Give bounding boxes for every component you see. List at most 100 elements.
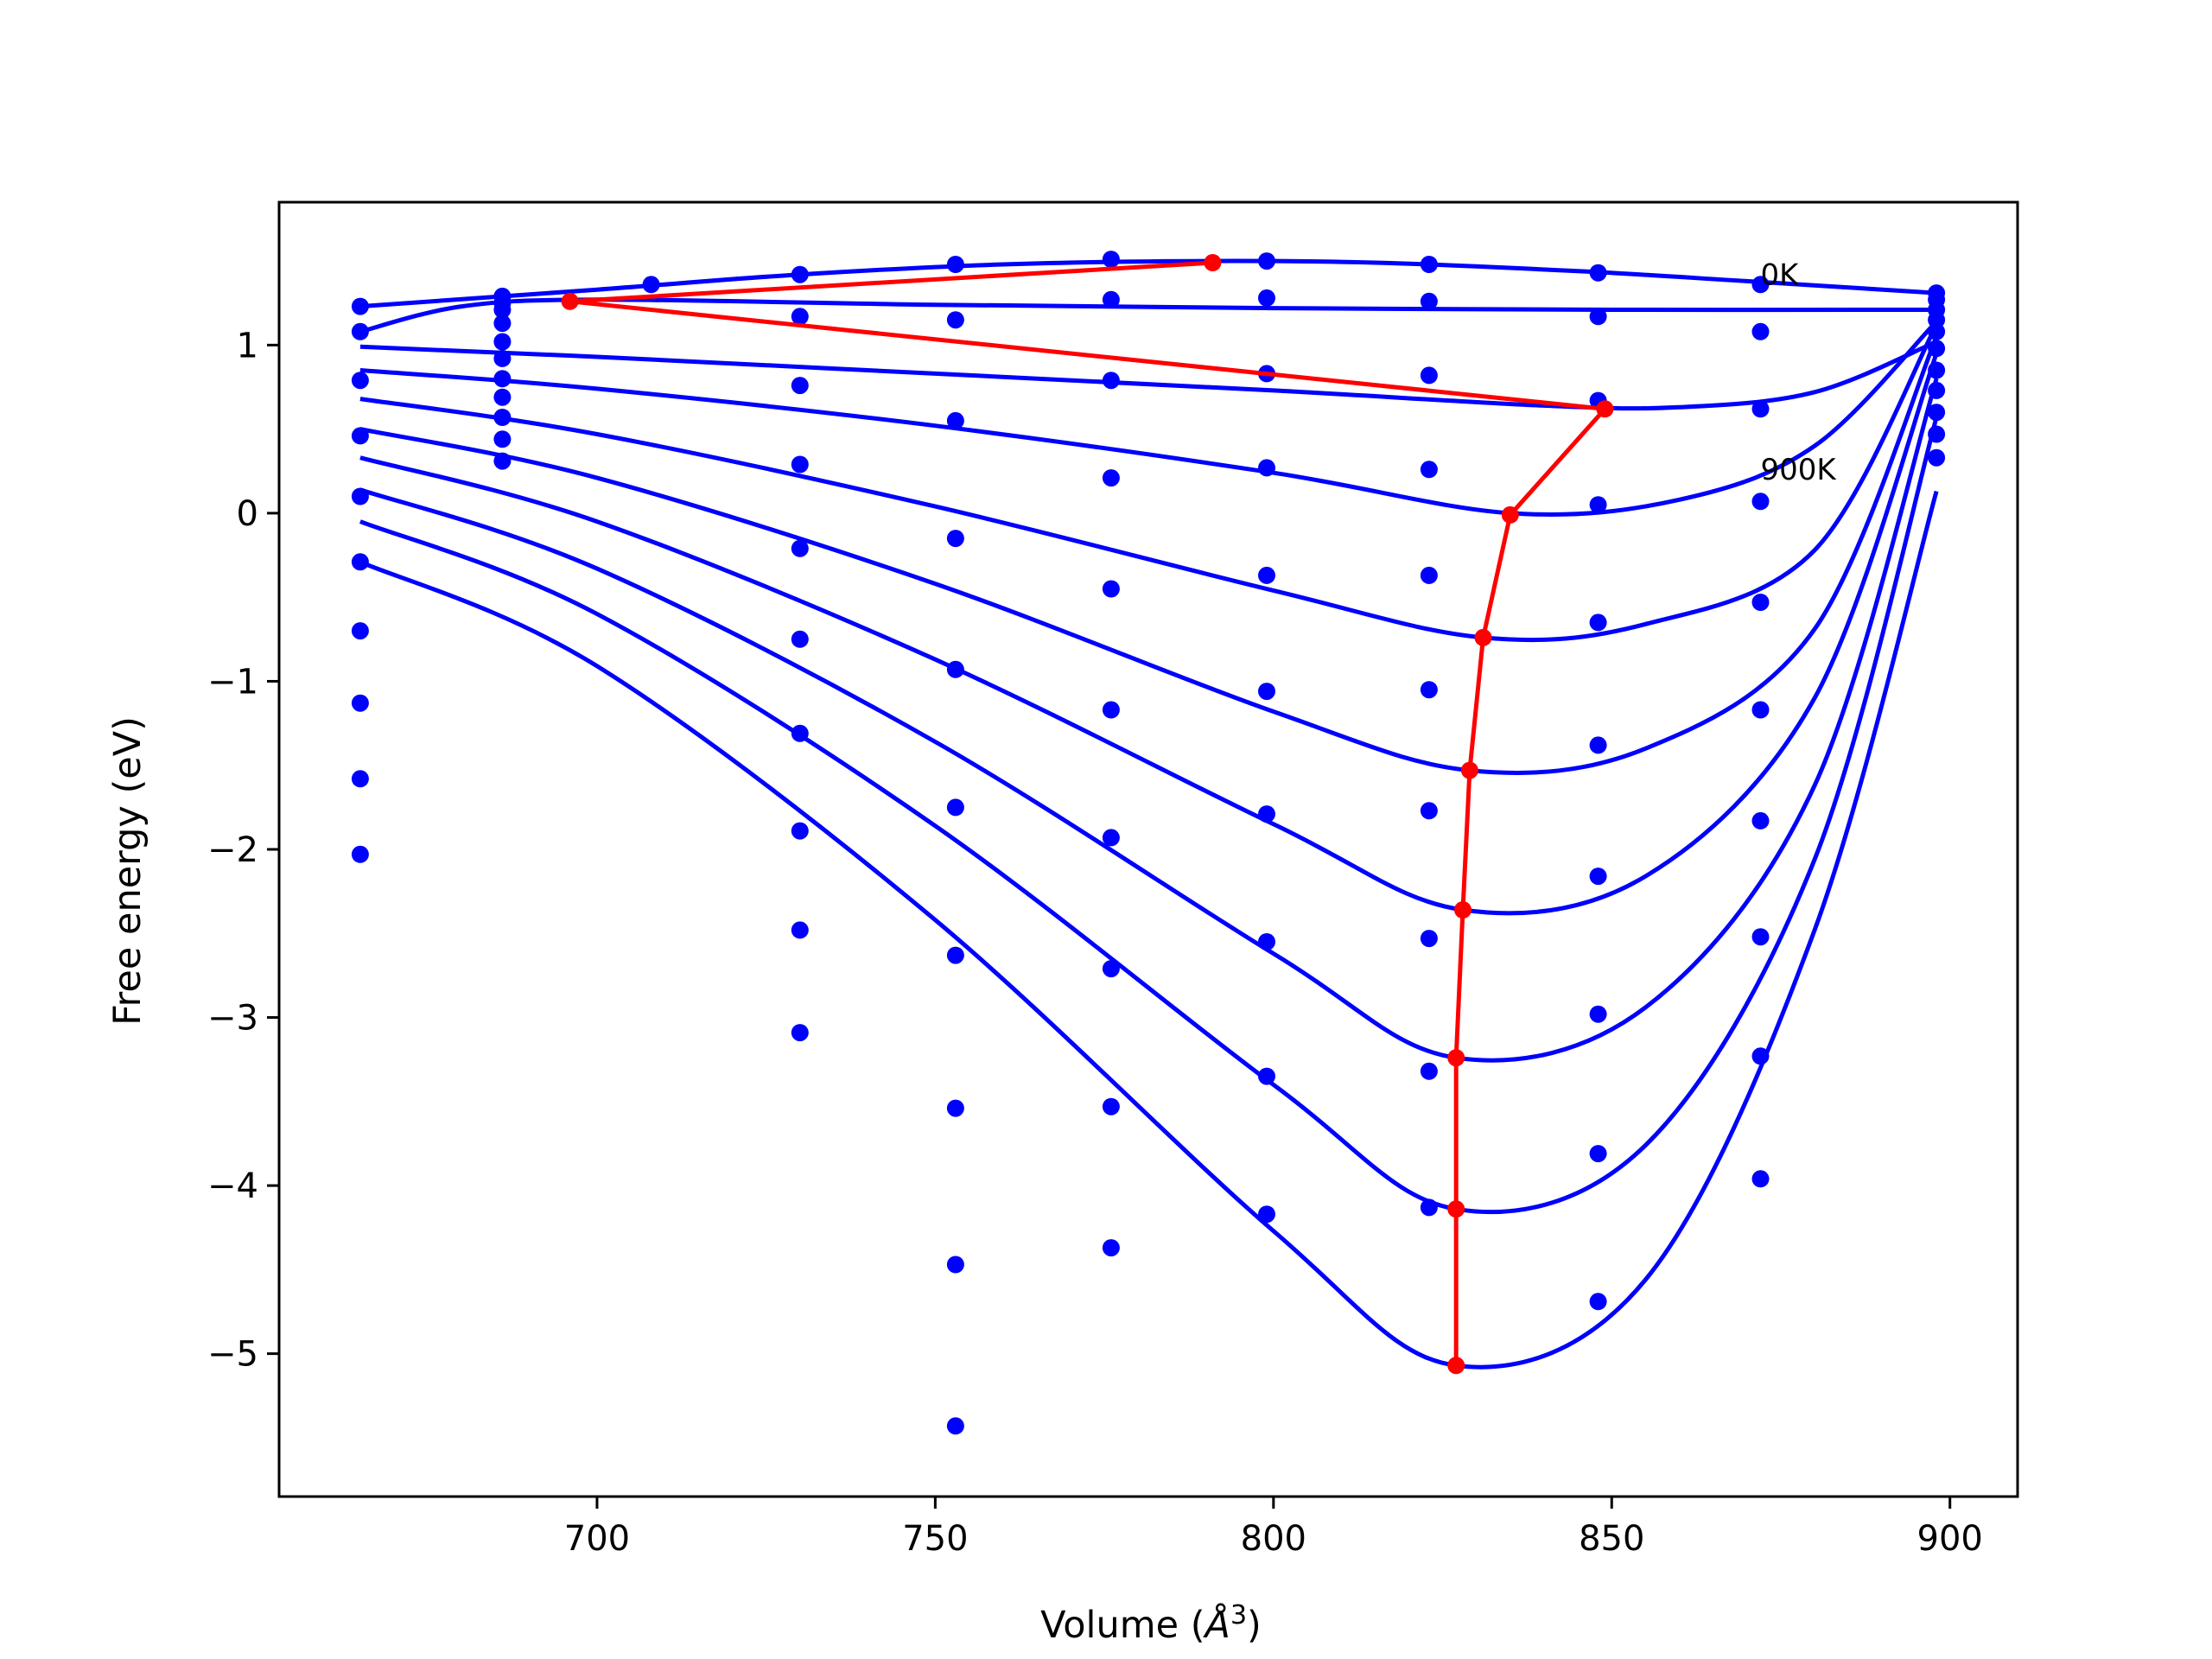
data-point bbox=[1928, 381, 1946, 399]
minimum-point bbox=[1447, 1357, 1465, 1375]
data-point bbox=[351, 622, 369, 640]
data-point bbox=[1420, 461, 1438, 479]
data-point bbox=[1102, 701, 1120, 719]
data-point bbox=[1751, 811, 1770, 830]
data-point bbox=[351, 694, 369, 712]
fit-curve-4 bbox=[359, 323, 1939, 643]
x-tick-label: 850 bbox=[1579, 1519, 1644, 1559]
data-point bbox=[493, 370, 512, 388]
data-point bbox=[791, 921, 809, 939]
data-point bbox=[1589, 308, 1607, 326]
data-point bbox=[1258, 683, 1275, 701]
curve-annotation: 900K bbox=[1761, 453, 1838, 487]
data-point bbox=[946, 1417, 964, 1435]
data-point bbox=[791, 265, 809, 283]
fit-curve-7 bbox=[359, 378, 1939, 1063]
data-point bbox=[493, 452, 512, 470]
data-point bbox=[791, 539, 809, 557]
x-axis-title-superscript: 3 bbox=[1230, 1600, 1247, 1630]
fit-curve-8 bbox=[359, 416, 1939, 1215]
data-point bbox=[1102, 580, 1120, 598]
data-point bbox=[1928, 425, 1946, 443]
minimum-point bbox=[1596, 400, 1614, 418]
data-point bbox=[946, 1255, 964, 1274]
data-point bbox=[946, 1099, 964, 1117]
data-point bbox=[1589, 1005, 1607, 1023]
data-point bbox=[351, 553, 369, 571]
x-axis-ticks: 700 750 800 850 900 bbox=[564, 1497, 1983, 1559]
data-point bbox=[1258, 1067, 1275, 1085]
x-tick-label: 900 bbox=[1917, 1519, 1983, 1559]
data-point bbox=[946, 311, 964, 329]
minimum-point bbox=[1454, 901, 1471, 918]
x-tick-label: 700 bbox=[564, 1519, 630, 1559]
minimum-point bbox=[1204, 254, 1222, 271]
data-point bbox=[1420, 292, 1438, 310]
data-point bbox=[1928, 404, 1946, 422]
data-point bbox=[791, 377, 809, 395]
data-point bbox=[1258, 933, 1275, 950]
minimum-point bbox=[1447, 1049, 1465, 1067]
minimum-path-line bbox=[568, 260, 1607, 1366]
fit-curve-3 bbox=[359, 320, 1938, 518]
data-point bbox=[1751, 701, 1770, 719]
data-point bbox=[1258, 566, 1275, 584]
data-point bbox=[351, 770, 369, 788]
x-axis-title: Volume (Å3) bbox=[1040, 1600, 1262, 1647]
data-point bbox=[1928, 448, 1946, 467]
y-tick-label: −3 bbox=[207, 999, 258, 1039]
data-point bbox=[493, 333, 512, 351]
data-point bbox=[1102, 372, 1120, 390]
data-point bbox=[1420, 366, 1438, 385]
data-point bbox=[493, 301, 512, 319]
data-point bbox=[1751, 928, 1770, 946]
data-point bbox=[1258, 805, 1275, 823]
data-point bbox=[1102, 1097, 1120, 1116]
data-point bbox=[1102, 290, 1120, 308]
curve-annotation: 0K bbox=[1761, 257, 1801, 292]
minimum-point bbox=[1447, 1200, 1465, 1218]
fit-curves bbox=[359, 258, 1939, 1370]
data-point bbox=[1420, 566, 1438, 584]
x-axis-title-suffix: ) bbox=[1247, 1604, 1262, 1647]
data-point bbox=[1928, 322, 1946, 340]
data-point bbox=[791, 455, 809, 474]
data-point bbox=[1751, 1047, 1770, 1065]
minimum-path bbox=[561, 254, 1614, 1375]
data-points bbox=[351, 251, 1946, 1435]
data-point bbox=[1258, 289, 1275, 307]
x-tick-label: 800 bbox=[1241, 1519, 1306, 1559]
data-point bbox=[1751, 322, 1770, 340]
y-tick-label: −4 bbox=[207, 1166, 258, 1206]
fit-curve-5 bbox=[359, 335, 1939, 775]
data-point bbox=[351, 427, 369, 445]
minimum-point bbox=[1460, 761, 1478, 779]
data-point bbox=[493, 430, 512, 448]
x-tick-label: 750 bbox=[902, 1519, 968, 1559]
data-point bbox=[493, 315, 512, 333]
minimum-point bbox=[1474, 628, 1492, 646]
data-point bbox=[493, 349, 512, 367]
data-point bbox=[1589, 736, 1607, 754]
data-point bbox=[946, 256, 964, 273]
data-point bbox=[791, 308, 809, 326]
data-point bbox=[791, 630, 809, 648]
data-point bbox=[1589, 1293, 1607, 1311]
fit-curve-2 bbox=[359, 340, 1938, 411]
data-point bbox=[1102, 469, 1120, 487]
x-axis-title-angstrom: Å bbox=[1203, 1603, 1230, 1647]
data-point bbox=[946, 798, 964, 817]
minimum-point bbox=[561, 292, 579, 310]
data-point bbox=[1258, 459, 1275, 477]
y-tick-label: −2 bbox=[207, 830, 258, 870]
data-point bbox=[1420, 1198, 1438, 1217]
data-point bbox=[1420, 681, 1438, 699]
data-point bbox=[1102, 960, 1120, 978]
data-point bbox=[791, 1024, 809, 1042]
data-point bbox=[946, 530, 964, 548]
data-point bbox=[1928, 361, 1946, 379]
data-point bbox=[1589, 613, 1607, 632]
data-point bbox=[351, 372, 369, 390]
data-point bbox=[1420, 1062, 1438, 1080]
